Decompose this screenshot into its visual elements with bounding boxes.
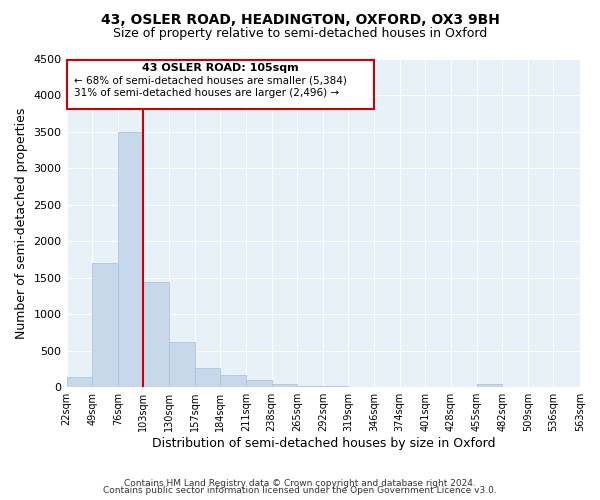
Text: Size of property relative to semi-detached houses in Oxford: Size of property relative to semi-detach… (113, 28, 487, 40)
Bar (194, 368, 220, 387)
Text: ← 68% of semi-detached houses are smaller (5,384): ← 68% of semi-detached houses are smalle… (74, 75, 347, 85)
Text: Contains public sector information licensed under the Open Government Licence v3: Contains public sector information licen… (103, 486, 497, 495)
Text: 43 OSLER ROAD: 105sqm: 43 OSLER ROAD: 105sqm (142, 64, 299, 74)
Text: 31% of semi-detached houses are larger (2,496) →: 31% of semi-detached houses are larger (… (74, 88, 339, 98)
Bar (297, 386, 323, 387)
Y-axis label: Number of semi-detached properties: Number of semi-detached properties (15, 108, 28, 339)
Bar (143, 282, 169, 387)
Text: Contains HM Land Registry data © Crown copyright and database right 2024.: Contains HM Land Registry data © Crown c… (124, 478, 476, 488)
Bar (67, 60, 374, 108)
X-axis label: Distribution of semi-detached houses by size in Oxford: Distribution of semi-detached houses by … (152, 437, 495, 450)
Bar (246, 380, 272, 387)
Bar (323, 386, 349, 387)
Bar (118, 132, 143, 387)
Bar (92, 263, 118, 387)
Bar (220, 375, 246, 387)
Bar (169, 342, 194, 387)
Bar (272, 384, 297, 387)
Bar (67, 377, 92, 387)
Bar (476, 384, 502, 387)
Text: 43, OSLER ROAD, HEADINGTON, OXFORD, OX3 9BH: 43, OSLER ROAD, HEADINGTON, OXFORD, OX3 … (101, 12, 499, 26)
